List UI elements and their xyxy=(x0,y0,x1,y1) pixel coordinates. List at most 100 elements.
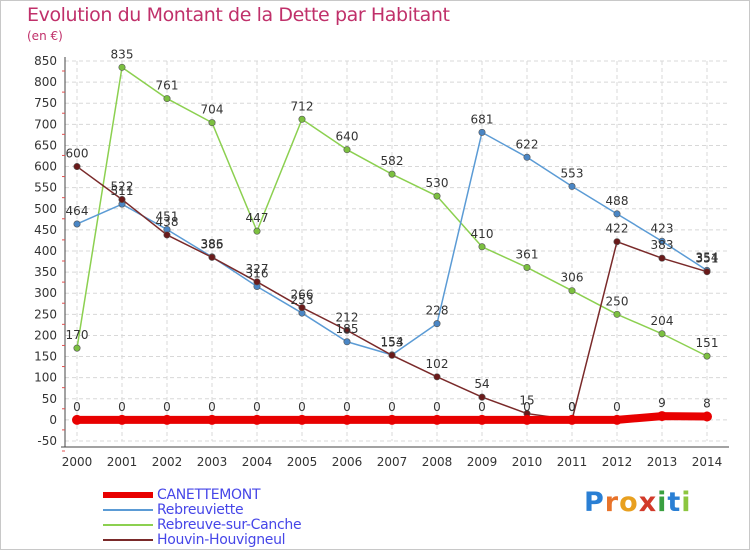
data-point xyxy=(568,287,576,295)
data-label: 15 xyxy=(519,394,534,408)
data-label: 451 xyxy=(156,209,179,223)
data-label: 0 xyxy=(388,400,396,414)
chart-data-labels: 170 835 761 704 447 712 640 582 530 410 361 306 250 2… xyxy=(66,47,719,414)
data-point xyxy=(658,254,666,262)
data-label: 410 xyxy=(471,227,494,241)
data-point xyxy=(253,278,261,286)
data-label: 306 xyxy=(561,271,584,285)
data-point xyxy=(342,414,352,425)
legend-item-rebreuve-sur-canche: Rebreuve-sur-Canche xyxy=(103,517,363,534)
logo-letter: x xyxy=(638,487,658,518)
logo-letter: t xyxy=(667,487,682,518)
data-point xyxy=(163,231,171,239)
legend-label: Rebreuve-sur-Canche xyxy=(157,517,302,533)
data-point xyxy=(117,414,127,425)
data-label: 386 xyxy=(201,237,224,251)
data-label: 835 xyxy=(111,47,134,61)
data-label: 361 xyxy=(516,247,539,261)
data-point xyxy=(613,238,621,246)
data-label: 9 xyxy=(658,396,666,410)
data-label: 761 xyxy=(156,79,179,93)
y-tick-label: 700 xyxy=(34,117,57,131)
data-label: 212 xyxy=(336,310,359,324)
data-label: 0 xyxy=(208,400,216,414)
data-point xyxy=(343,146,351,154)
proxiti-logo: Proxiti xyxy=(584,487,692,518)
legend-swatch xyxy=(103,492,153,498)
data-point xyxy=(208,119,216,127)
data-point xyxy=(433,320,441,328)
data-label: 54 xyxy=(474,377,489,391)
logo-letter: P xyxy=(584,487,605,518)
data-point xyxy=(298,304,306,312)
chart-subtitle: (en €) xyxy=(27,29,63,43)
data-point xyxy=(163,95,171,103)
data-label: 582 xyxy=(381,154,404,168)
y-tick-label: 850 xyxy=(34,54,57,68)
data-point xyxy=(523,153,531,161)
y-tick-label: 400 xyxy=(34,244,57,258)
data-point xyxy=(252,414,262,425)
data-point xyxy=(657,411,667,422)
data-point xyxy=(388,170,396,178)
data-point xyxy=(702,411,712,422)
y-tick-label: 150 xyxy=(34,350,57,364)
x-tick-label: 2000 xyxy=(62,455,93,469)
data-point xyxy=(298,115,306,123)
data-label: 228 xyxy=(426,304,449,318)
x-tick-label: 2013 xyxy=(647,455,678,469)
data-point xyxy=(522,414,532,425)
y-tick-label: -50 xyxy=(37,434,57,448)
x-tick-label: 2003 xyxy=(197,455,228,469)
data-point xyxy=(72,414,82,425)
data-label: 704 xyxy=(201,103,224,117)
data-point xyxy=(568,182,576,190)
legend-swatch xyxy=(103,524,153,526)
data-point xyxy=(162,414,172,425)
data-point xyxy=(73,344,81,352)
x-tick-label: 2012 xyxy=(602,455,633,469)
y-tick-label: 800 xyxy=(34,75,57,89)
data-label: 438 xyxy=(156,215,179,229)
y-tick-label: 750 xyxy=(34,96,57,110)
y-tick-label: 650 xyxy=(34,138,57,152)
x-tick-label: 2002 xyxy=(152,455,183,469)
logo-letter: o xyxy=(619,487,639,518)
data-label: 8 xyxy=(703,397,711,411)
x-tick-label: 2004 xyxy=(242,455,273,469)
data-label: 422 xyxy=(606,222,629,236)
y-tick-label: 550 xyxy=(34,181,57,195)
y-tick-label: 500 xyxy=(34,202,57,216)
x-tick-label: 2006 xyxy=(332,455,363,469)
data-label: 250 xyxy=(606,294,629,308)
data-label: 464 xyxy=(66,204,89,218)
x-tick-label: 2008 xyxy=(422,455,453,469)
x-tick-label: 2011 xyxy=(557,455,588,469)
data-point xyxy=(253,227,261,235)
logo-letter: i xyxy=(681,487,692,518)
data-label: 447 xyxy=(246,211,269,225)
data-label: 522 xyxy=(111,179,134,193)
data-point xyxy=(208,253,216,261)
data-point xyxy=(477,414,487,425)
data-point xyxy=(207,414,217,425)
data-point xyxy=(433,192,441,200)
x-tick-label: 2005 xyxy=(287,455,318,469)
data-label: 712 xyxy=(291,99,314,113)
data-label: 0 xyxy=(253,400,261,414)
data-label: 0 xyxy=(568,400,576,414)
data-point xyxy=(118,63,126,71)
data-point xyxy=(343,326,351,334)
data-label: 316 xyxy=(246,266,269,280)
data-point xyxy=(658,237,666,245)
y-tick-label: 100 xyxy=(34,371,57,385)
data-point xyxy=(478,393,486,401)
data-point xyxy=(478,128,486,136)
data-label: 253 xyxy=(291,293,314,307)
data-label: 0 xyxy=(613,400,621,414)
data-point xyxy=(612,414,622,425)
data-label: 354 xyxy=(696,250,719,264)
data-label: 0 xyxy=(343,400,351,414)
data-label: 511 xyxy=(111,184,134,198)
data-label: 153 xyxy=(381,335,404,349)
